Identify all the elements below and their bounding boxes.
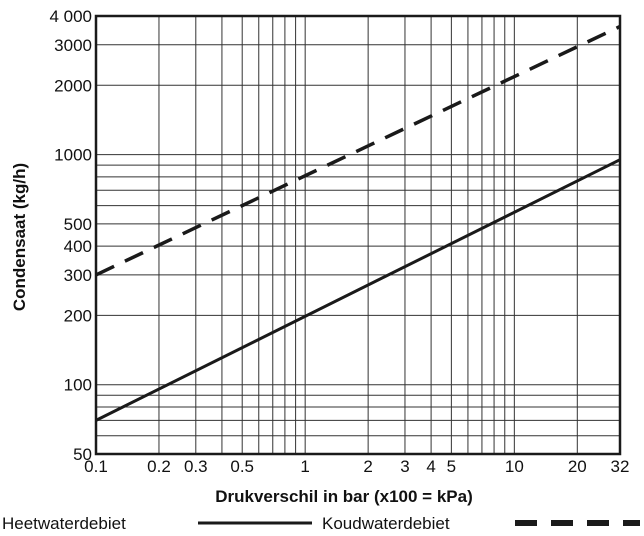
legend-label-koudwaterdebiet: Koudwaterdebiet: [322, 514, 450, 533]
y-tick-label: 200: [64, 306, 92, 325]
y-tick-labels: 50 100 200 300 400 500 1000 2000 3000 4 000: [49, 7, 92, 464]
x-tick-label: 0.1: [84, 457, 108, 476]
x-tick-label: 3: [400, 457, 409, 476]
y-tick-label: 500: [64, 215, 92, 234]
series-line-koudwaterdebiet: [95, 24, 621, 277]
legend: Heetwaterdebiet Koudwaterdebiet: [2, 514, 640, 533]
x-tick-label: 0.3: [184, 457, 208, 476]
plot-frame: [94, 14, 622, 456]
y-tick-label: 2000: [54, 76, 92, 95]
series-line-heetwaterdebiet: [95, 158, 621, 422]
x-tick-labels: 0.1 0.2 0.3 0.5 1 2 3 4 5 10 20 32: [84, 457, 629, 476]
x-tick-label: 4: [426, 457, 435, 476]
y-tick-label: 100: [64, 376, 92, 395]
legend-label-heetwaterdebiet: Heetwaterdebiet: [2, 514, 126, 533]
x-tick-label: 1: [300, 457, 309, 476]
y-tick-label: 300: [64, 266, 92, 285]
x-tick-label: 20: [568, 457, 587, 476]
y-tick-label: 50: [73, 445, 92, 464]
y-axis-title: Condensaat (kg/h): [10, 163, 29, 311]
x-tick-label: 0.5: [230, 457, 254, 476]
y-tick-label: 3000: [54, 36, 92, 55]
x-axis-title: Drukverschil in bar (x100 = kPa): [215, 487, 473, 506]
x-tick-label: 32: [611, 457, 630, 476]
x-tick-label: 5: [447, 457, 456, 476]
y-tick-label: 4 000: [49, 7, 92, 26]
x-tick-label: 10: [505, 457, 524, 476]
x-tick-label: 0.2: [147, 457, 171, 476]
y-tick-label: 400: [64, 237, 92, 256]
grid: [95, 15, 621, 455]
series-layer: [95, 24, 621, 422]
x-tick-label: 2: [363, 457, 372, 476]
y-tick-label: 1000: [54, 146, 92, 165]
